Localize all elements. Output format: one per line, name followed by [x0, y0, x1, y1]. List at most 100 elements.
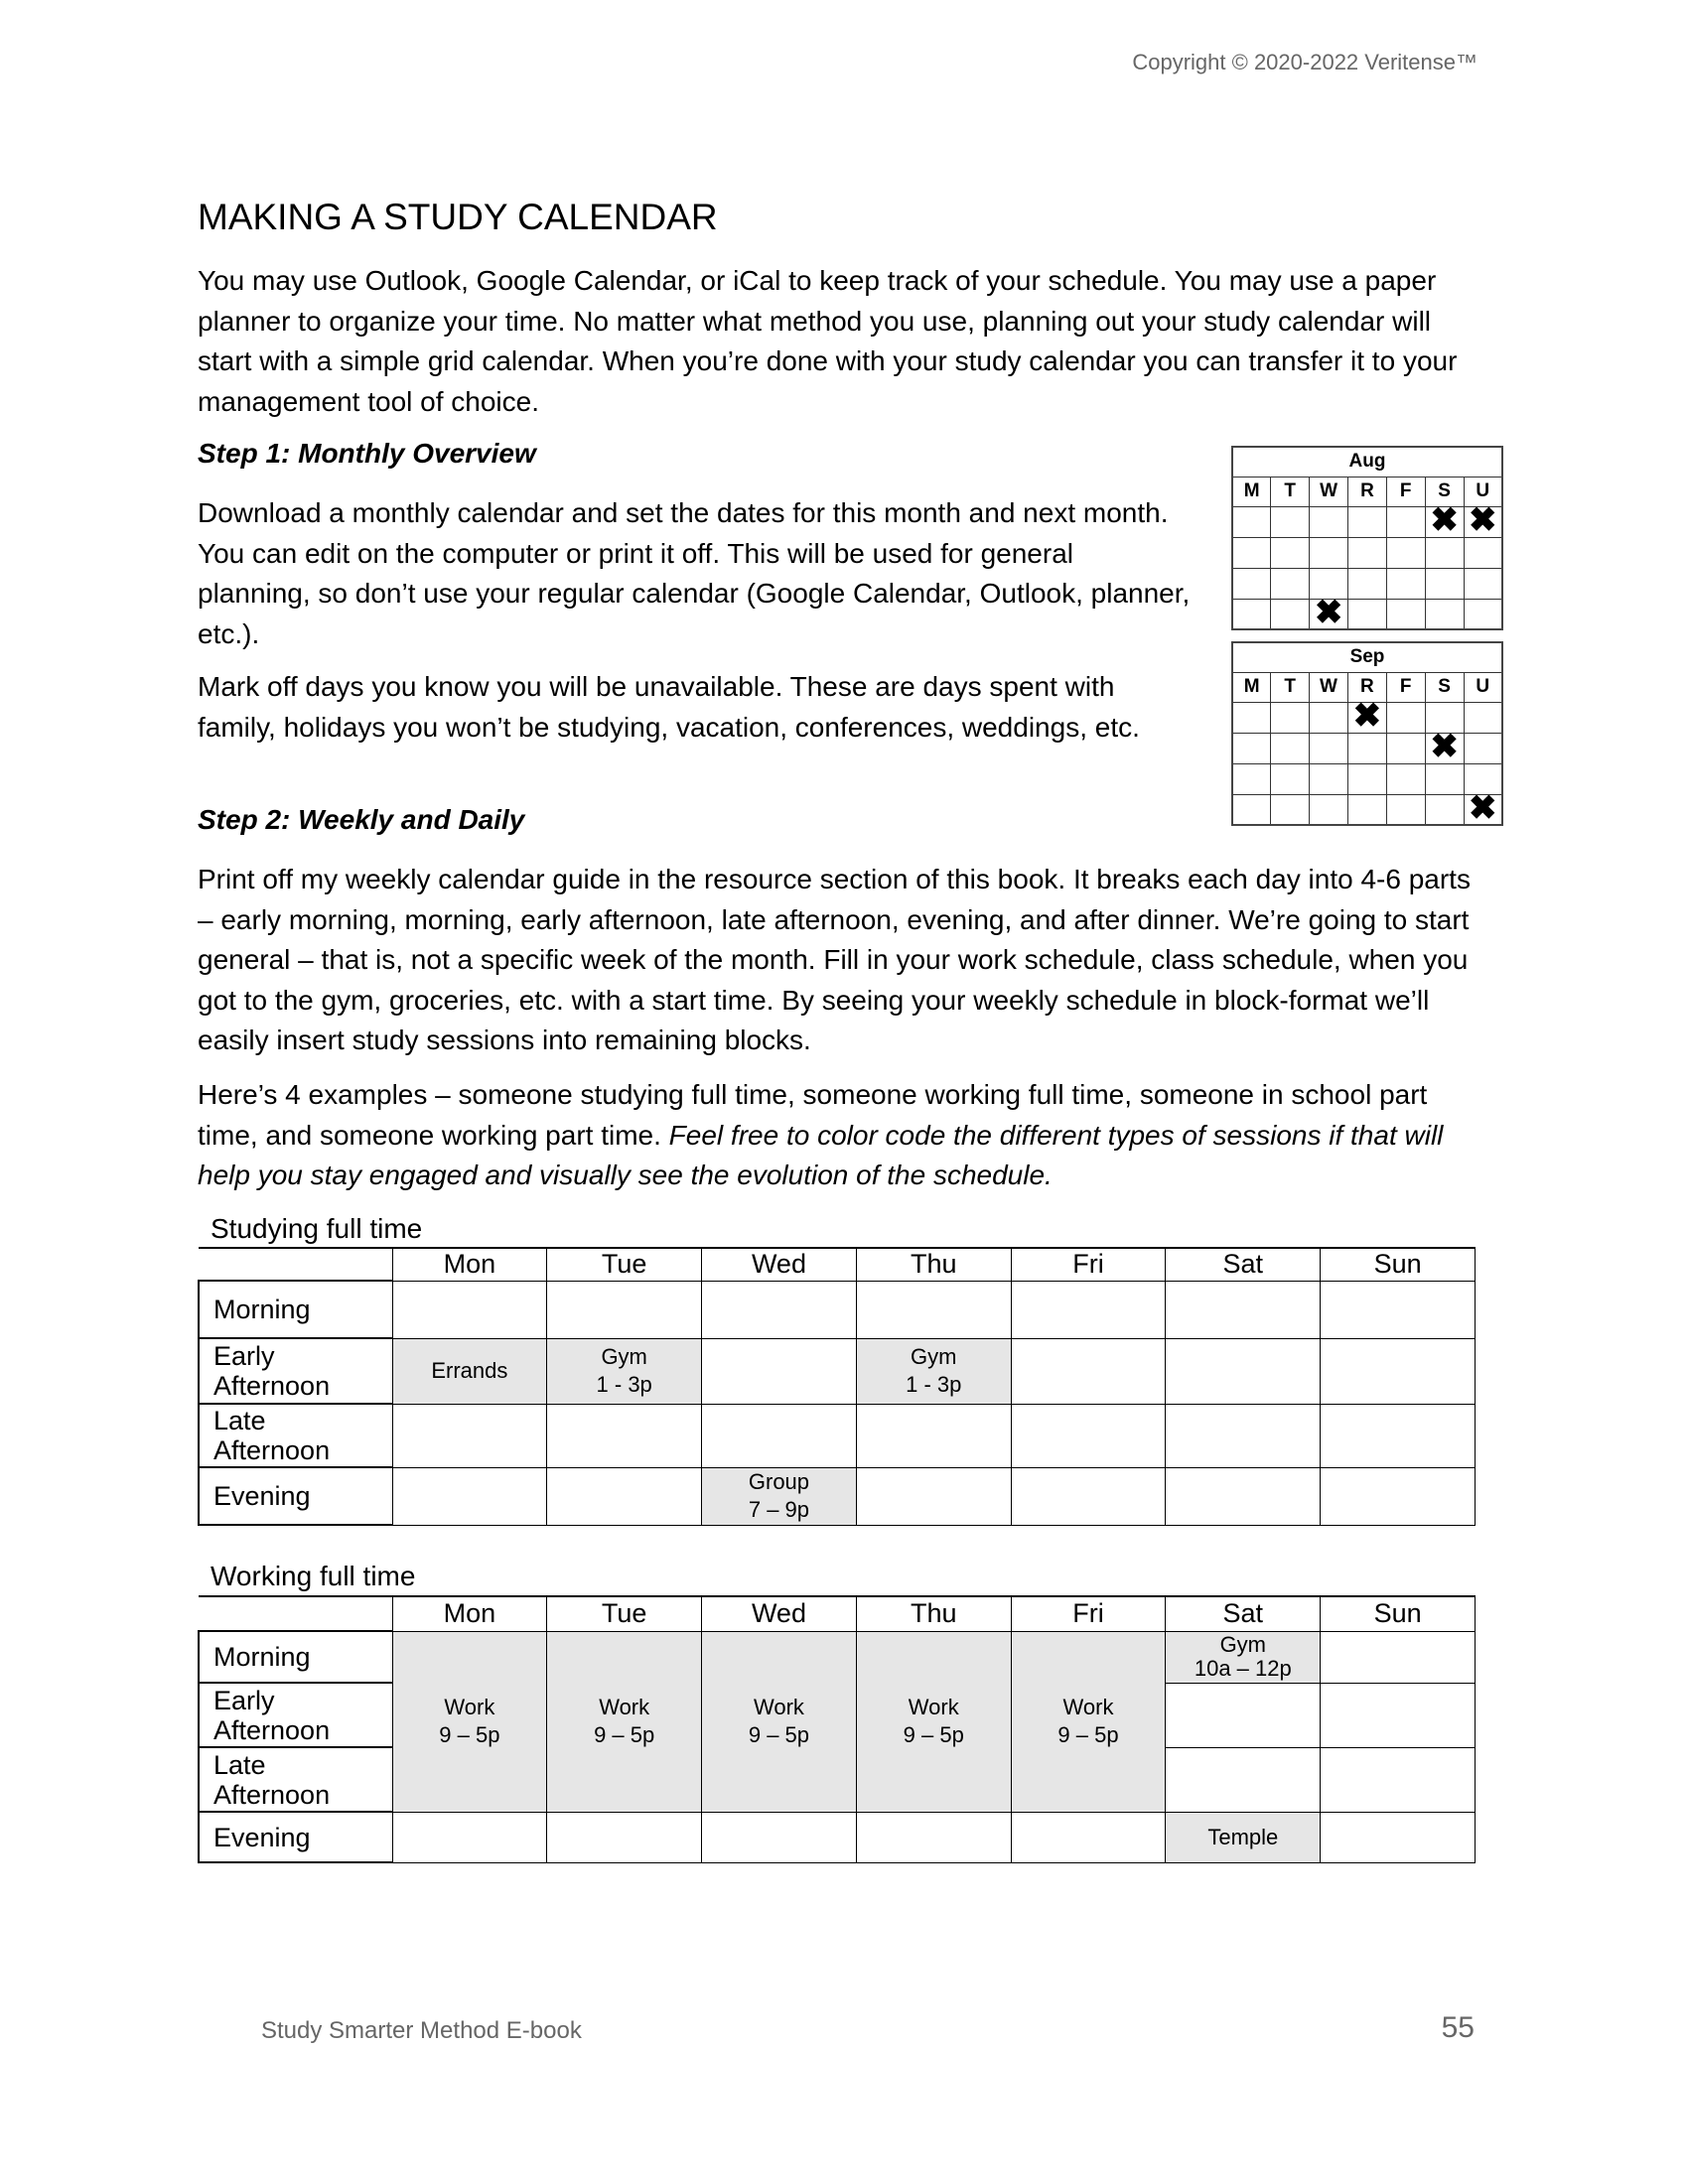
empty-cell [1320, 1280, 1476, 1339]
row-label: Evening [198, 1466, 393, 1526]
empty-cell [1010, 1280, 1167, 1339]
day-cell [1346, 732, 1387, 764]
day-header: Sun [1320, 1595, 1476, 1632]
empty-cell [1165, 1746, 1322, 1813]
day-cell [1270, 701, 1311, 734]
empty-cell [1165, 1466, 1322, 1526]
day-cell [1270, 732, 1311, 764]
day-cell [1385, 598, 1426, 630]
weekday-label: T [1270, 476, 1311, 507]
day-cell [1463, 598, 1503, 630]
copyright: Copyright © 2020-2022 Veritense™ [1132, 50, 1477, 74]
empty-cell [1165, 1682, 1322, 1748]
row-label: Late Afternoon [198, 1746, 393, 1813]
event-group: Group 7 – 9p [701, 1466, 857, 1526]
weekday-label: F [1385, 476, 1426, 507]
row-label: Morning [198, 1280, 393, 1339]
day-cell [1347, 536, 1387, 569]
empty-cell [1320, 1630, 1476, 1684]
x-mark-icon: ✖ [1352, 697, 1382, 735]
day-cell [1231, 536, 1272, 569]
day-cell [1424, 701, 1465, 734]
day-header: Thu [855, 1247, 1012, 1282]
empty-cell [701, 1337, 857, 1405]
empty-cell [1320, 1682, 1476, 1748]
day-cell [1424, 598, 1465, 630]
weekday-label: S [1424, 671, 1465, 703]
day-cell [1385, 762, 1426, 795]
day-cell [1385, 505, 1426, 538]
day-cell [1385, 732, 1426, 764]
studying-schedule-table: Mon Tue Wed Thu Fri Sat Sun Morning Early After… [198, 1247, 1476, 1526]
working-schedule-table: Mon Tue Wed Thu Fri Sat Sun Morning Work 9 – 5p… [198, 1595, 1476, 1863]
weekday-label: W [1309, 476, 1349, 507]
day-cell [1270, 598, 1311, 630]
x-mark-icon: ✖ [1314, 593, 1343, 631]
empty-cell [1010, 1466, 1167, 1526]
day-cell [1385, 793, 1426, 826]
empty-cell [701, 1811, 857, 1863]
page-title: MAKING A STUDY CALENDAR [198, 197, 718, 237]
event-work: Work 9 – 5p [546, 1630, 703, 1813]
weekday-label: R [1347, 476, 1387, 507]
day-header: Mon [391, 1247, 548, 1282]
day-cell [1270, 762, 1311, 795]
day-cell [1231, 762, 1272, 795]
day-cell [1385, 701, 1426, 734]
day-cell [1309, 732, 1348, 764]
event-gym: Gym 10a – 12p [1165, 1630, 1322, 1684]
day-header: Fri [1010, 1595, 1167, 1632]
step2-heading: Step 2: Weekly and Daily [198, 804, 525, 835]
corner [199, 1247, 392, 1281]
step1-paragraph-1: Download a monthly calendar and set the … [198, 497, 1191, 649]
empty-cell [1165, 1403, 1322, 1468]
day-cell: ✖ [1424, 730, 1465, 764]
para-normal: Here’s 4 examples – someone studying ful… [198, 1079, 1428, 1151]
empty-cell [391, 1403, 548, 1468]
day-cell [1463, 701, 1503, 734]
mini-calendar-aug: Aug M T W R F S U ✖ ✖ ✖ [1231, 446, 1503, 630]
weekday-label: W [1309, 671, 1348, 703]
day-cell [1424, 793, 1465, 826]
row-label: Early Afternoon [198, 1337, 393, 1405]
table-title-studying: Studying full time [211, 1213, 423, 1244]
day-cell [1385, 567, 1426, 600]
row-label: Late Afternoon [198, 1403, 393, 1468]
empty-cell [1165, 1337, 1322, 1405]
event-gym: Gym 1 - 3p [546, 1337, 703, 1405]
weekday-label: M [1231, 671, 1272, 703]
day-cell: ✖ [1463, 791, 1503, 826]
event-work: Work 9 – 5p [1010, 1630, 1167, 1813]
empty-cell [1165, 1280, 1322, 1339]
day-cell [1270, 536, 1311, 569]
empty-cell [546, 1466, 703, 1526]
step1-heading: Step 1: Monthly Overview [198, 438, 536, 469]
empty-cell [701, 1403, 857, 1468]
day-cell [1270, 505, 1311, 538]
empty-cell [701, 1280, 857, 1339]
weekday-label: M [1231, 476, 1272, 507]
intro-paragraph: You may use Outlook, Google Calendar, or… [198, 265, 1458, 417]
event-work: Work 9 – 5p [391, 1630, 548, 1813]
day-header: Sat [1165, 1247, 1322, 1282]
day-header: Tue [546, 1595, 703, 1632]
day-cell: ✖ [1309, 596, 1349, 630]
day-header: Wed [701, 1247, 857, 1282]
day-cell [1309, 701, 1348, 734]
empty-cell [1320, 1337, 1476, 1405]
empty-cell [1320, 1466, 1476, 1526]
day-cell [1346, 793, 1387, 826]
day-cell [1463, 567, 1503, 600]
day-header: Thu [855, 1595, 1012, 1632]
mini-calendar-sep: Sep M T W R F S U ✖ ✖ ✖ [1231, 641, 1503, 826]
empty-cell [855, 1403, 1012, 1468]
day-cell [1270, 567, 1311, 600]
weekday-label: U [1463, 476, 1503, 507]
day-cell [1231, 567, 1272, 600]
day-cell: ✖ [1346, 699, 1387, 734]
empty-cell [1010, 1403, 1167, 1468]
corner [199, 1595, 392, 1631]
day-cell [1231, 701, 1272, 734]
para-italic: Feel free to color code the different ty… [198, 1119, 1444, 1191]
event-work: Work 9 – 5p [701, 1630, 857, 1813]
